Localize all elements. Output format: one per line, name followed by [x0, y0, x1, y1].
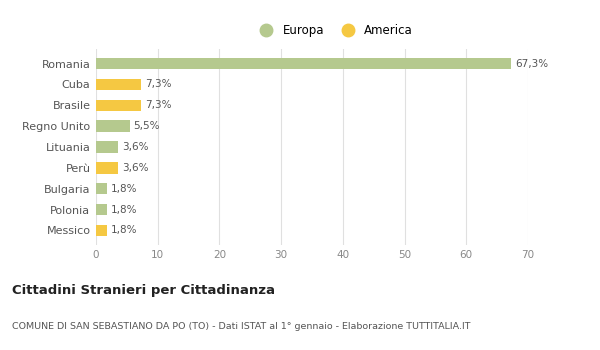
Bar — [96, 58, 511, 69]
Text: 7,3%: 7,3% — [145, 79, 171, 90]
Text: 67,3%: 67,3% — [515, 59, 548, 69]
Legend: Europa, America: Europa, America — [250, 20, 418, 42]
Bar — [96, 225, 107, 236]
Text: 7,3%: 7,3% — [145, 100, 171, 110]
Text: COMUNE DI SAN SEBASTIANO DA PO (TO) - Dati ISTAT al 1° gennaio - Elaborazione TU: COMUNE DI SAN SEBASTIANO DA PO (TO) - Da… — [12, 322, 470, 331]
Text: 5,5%: 5,5% — [134, 121, 160, 131]
Text: 1,8%: 1,8% — [111, 225, 137, 235]
Bar — [96, 162, 118, 174]
Bar — [96, 120, 130, 132]
Text: 3,6%: 3,6% — [122, 142, 148, 152]
Text: 3,6%: 3,6% — [122, 163, 148, 173]
Text: 1,8%: 1,8% — [111, 204, 137, 215]
Text: Cittadini Stranieri per Cittadinanza: Cittadini Stranieri per Cittadinanza — [12, 284, 275, 297]
Bar — [96, 204, 107, 215]
Bar — [96, 100, 141, 111]
Bar — [96, 141, 118, 153]
Bar — [96, 79, 141, 90]
Text: 1,8%: 1,8% — [111, 184, 137, 194]
Bar — [96, 183, 107, 194]
